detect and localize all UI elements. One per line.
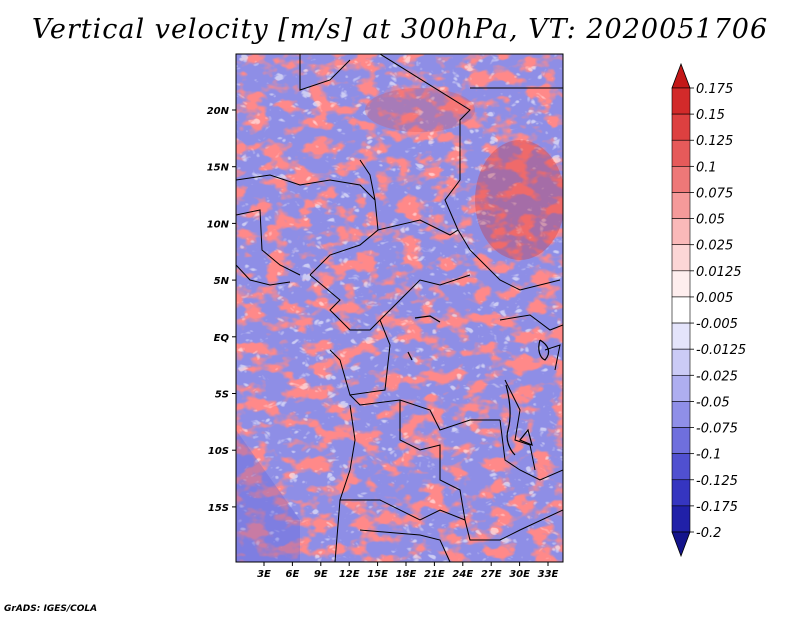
lon-tick-label: 15E xyxy=(367,569,388,580)
map-frame xyxy=(235,53,564,563)
colorbar-label: -0.075 xyxy=(696,422,738,437)
field-light-filaments xyxy=(236,54,563,562)
colorbar-swatch xyxy=(671,113,691,141)
colorbar-swatch xyxy=(671,296,691,324)
colorbar-swatch xyxy=(671,192,691,219)
colorbar-swatch xyxy=(671,244,691,272)
descent-zone-sw xyxy=(236,430,300,562)
colorbar-label: 0.005 xyxy=(696,291,733,306)
colorbar-label: 0.075 xyxy=(696,186,733,201)
colorbar-swatch xyxy=(671,166,691,193)
colorbar-swatch xyxy=(671,479,691,507)
lat-tick-label: EQ xyxy=(214,333,230,344)
colorbar-label: -0.0125 xyxy=(696,343,746,358)
colorbar-label: -0.125 xyxy=(696,474,738,489)
colorbar-swatch xyxy=(671,453,691,481)
lakes xyxy=(407,315,550,456)
lon-tick-label: 27E xyxy=(481,569,502,580)
colorbar-swatch xyxy=(671,348,691,376)
lat-tick-label: 20N xyxy=(207,106,230,117)
colorbar-label: 0.1 xyxy=(696,160,717,175)
lat-tick-label: 10S xyxy=(208,446,229,457)
colorbar-label: -0.025 xyxy=(696,369,738,384)
colorbar-swatch xyxy=(671,374,691,402)
lon-tick-label: 3E xyxy=(257,569,271,580)
longitude-axis: 3E 6E 9E 12E 15E 18E 21E 24E 27E 30E 33E xyxy=(257,562,559,580)
colorbar-swatch xyxy=(671,87,691,115)
colorbar-label: 0.15 xyxy=(696,108,725,123)
lat-tick-label: 10N xyxy=(207,219,230,230)
lon-tick-label: 18E xyxy=(396,569,417,580)
colorbar-swatch xyxy=(671,322,691,350)
lon-tick-label: 33E xyxy=(538,569,559,580)
country-borders xyxy=(236,54,563,562)
ascent-zone-ne xyxy=(475,140,563,260)
colorbar: 0.175 0.15 0.125 0.1 0.075 0.05 0.025 0.0125 0.0… xyxy=(671,62,746,558)
lon-tick-label: 21E xyxy=(424,569,445,580)
lat-tick-label: 5S xyxy=(215,390,229,401)
colorbar-label: -0.005 xyxy=(696,317,738,332)
colorbar-label: 0.125 xyxy=(696,134,733,149)
colorbar-swatch xyxy=(671,139,691,167)
lon-tick-label: 6E xyxy=(286,569,300,580)
map-title: Vertical velocity [m/s] at 300hPa, VT: 2… xyxy=(31,14,769,45)
lat-tick-label: 15S xyxy=(208,503,229,514)
colorbar-swatch xyxy=(671,218,691,246)
lon-tick-label: 24E xyxy=(452,569,473,580)
colorbar-swatch xyxy=(671,427,691,454)
colorbar-label: 0.05 xyxy=(696,213,725,228)
colorbar-label: 0.025 xyxy=(696,239,733,254)
colorbar-label: 0.175 xyxy=(696,82,733,97)
lon-tick-label: 9E xyxy=(314,569,328,580)
colorbar-label: -0.1 xyxy=(696,448,721,463)
colorbar-arrow-top xyxy=(671,62,691,89)
map-plot-area xyxy=(236,54,563,562)
colorbar-label: -0.05 xyxy=(696,395,730,410)
ascent-zone-north xyxy=(365,88,475,132)
colorbar-swatch xyxy=(671,505,691,533)
lat-tick-label: 15N xyxy=(207,163,230,174)
lat-tick-label: 5N xyxy=(214,276,230,287)
colorbar-swatch xyxy=(671,270,691,298)
lon-tick-label: 30E xyxy=(509,569,530,580)
colorbar-label: -0.175 xyxy=(696,500,738,515)
latitude-axis: 20N 15N 10N 5N EQ 5S 10S 15S xyxy=(207,106,236,514)
colorbar-label: 0.0125 xyxy=(696,265,742,280)
lon-tick-label: 12E xyxy=(339,569,360,580)
colorbar-arrow-bottom xyxy=(671,531,691,558)
colorbar-swatch xyxy=(671,401,691,428)
footer-credit: GrADS: IGES/COLA xyxy=(4,604,98,614)
colorbar-label: -0.2 xyxy=(696,526,721,541)
